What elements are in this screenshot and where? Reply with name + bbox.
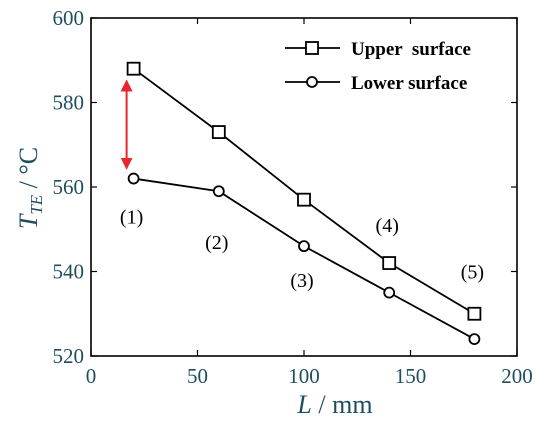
y-axis-label-subscript: TE	[27, 194, 46, 214]
position-label: (3)	[290, 270, 313, 292]
x-axis-label: L / mm	[296, 390, 372, 419]
x-tick-label: 100	[288, 364, 320, 388]
upper-surface-point	[211, 125, 226, 139]
x-tick-label: 200	[501, 364, 533, 388]
lower-surface-point	[127, 172, 140, 185]
lower-surface-point	[383, 286, 396, 299]
y-axis-label-main: T	[14, 213, 43, 229]
y-axis-label-unit: / °C	[14, 147, 43, 195]
x-tick-label: 50	[187, 364, 208, 388]
y-tick-label: 560	[53, 175, 85, 199]
position-label: (4)	[376, 215, 399, 237]
y-tick-label: 580	[53, 91, 85, 115]
lower-surface-point	[298, 240, 310, 253]
legend: Upper surface Lower surface	[285, 39, 471, 94]
legend-label: Upper surface	[351, 39, 471, 60]
legend-marker	[306, 76, 318, 88]
x-axis-label-unit: / mm	[312, 390, 373, 419]
annotation-layer: (1) (2) (3) (4) (5)	[120, 207, 484, 292]
legend-label: Lower surface	[351, 73, 467, 94]
plot-axes: 0 50 100 150 200 520 540 560 580 600	[53, 6, 533, 388]
upper-surface-point	[467, 306, 482, 321]
series-layer	[120, 61, 482, 346]
x-tick-label: 150	[395, 364, 427, 388]
upper-surface-point	[297, 192, 311, 207]
position-label: (1)	[120, 207, 143, 229]
upper-surface-point	[126, 61, 141, 76]
y-tick-label: 600	[53, 6, 85, 30]
y-tick-label: 520	[53, 344, 85, 368]
x-tick-label: 0	[86, 364, 97, 388]
plot-frame	[90, 17, 518, 357]
lower-surface-point	[468, 333, 481, 346]
y-tick-label: 540	[53, 260, 85, 284]
position-label: (5)	[461, 262, 484, 284]
y-axis-label: TTE / °C	[14, 147, 46, 229]
upper-surface-point	[382, 256, 397, 270]
position-label: (2)	[205, 232, 228, 254]
legend-marker	[305, 41, 319, 55]
x-axis-label-main: L	[296, 390, 311, 419]
lower-surface-point	[212, 185, 225, 198]
